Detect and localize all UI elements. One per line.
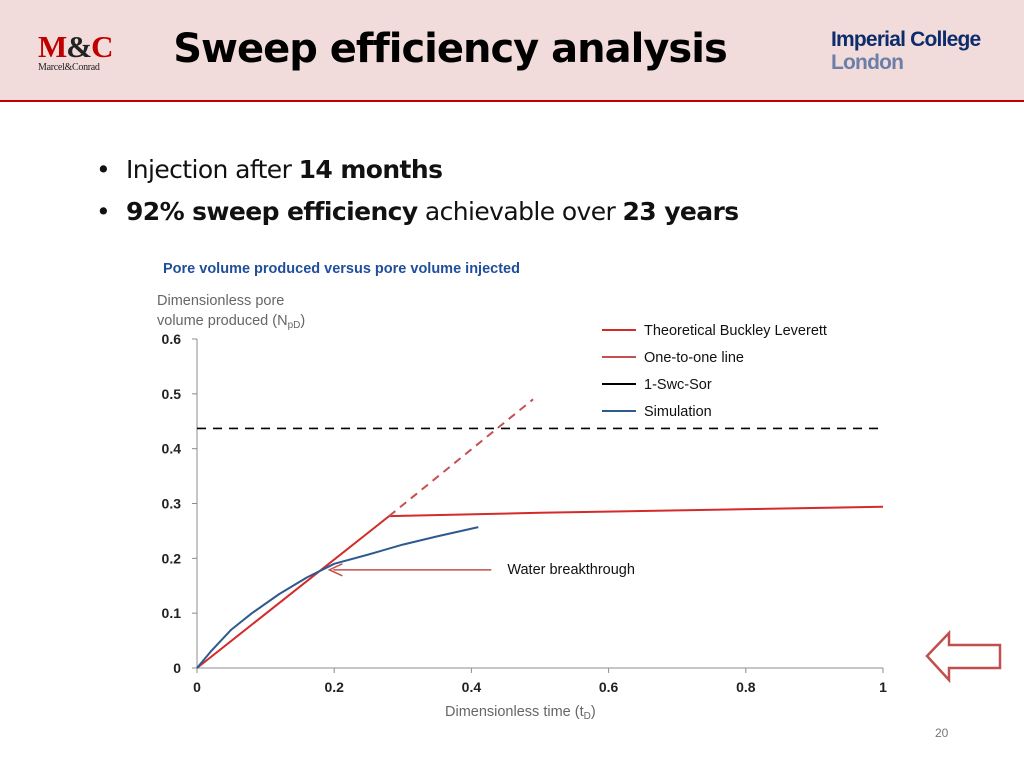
marcel-conrad-logo: M&C Marcel&Conrad — [38, 29, 114, 73]
legend-label: Theoretical Buckley Leverett — [644, 323, 827, 339]
bullet-item: • Injection after 14 months — [96, 155, 443, 184]
page-number: 20 — [935, 726, 949, 740]
x-tick-label: 1 — [879, 679, 887, 695]
chart-title: Pore volume produced versus pore volume … — [163, 261, 520, 277]
annotation-arrow-head — [327, 563, 343, 577]
series-line-2 — [388, 398, 534, 517]
y-tick-label: 0.6 — [162, 331, 182, 347]
y-tick-label: 0.4 — [162, 441, 182, 457]
series-line-4 — [196, 526, 479, 669]
slide-header: M&C Marcel&Conrad Sweep efficiency analy… — [0, 0, 1024, 102]
y-tick-label: 0 — [173, 660, 181, 676]
legend-label: One-to-one line — [644, 350, 744, 366]
y-tick-label: 0.3 — [162, 496, 182, 512]
bullet-item: • 92% sweep efficiency achievable over 23… — [96, 197, 739, 226]
x-tick-label: 0.2 — [324, 679, 344, 695]
x-tick-label: 0.8 — [736, 679, 756, 695]
legend-label: 1-Swc-Sor — [644, 377, 712, 393]
series-line-1 — [196, 505, 884, 669]
y-tick-label: 0.2 — [162, 550, 182, 566]
slide-title: Sweep efficiency analysis — [173, 26, 728, 72]
x-tick-label: 0 — [193, 679, 201, 695]
pore-volume-chart: Pore volume produced versus pore volume … — [157, 261, 887, 722]
y-tick-label: 0.1 — [162, 605, 182, 621]
imperial-college-logo: Imperial College London — [831, 28, 981, 74]
y-tick-label: 0.5 — [162, 386, 182, 402]
x-axis-label: Dimensionless time (tD) — [445, 704, 596, 722]
x-tick-label: 0.6 — [599, 679, 619, 695]
y-axis-label-line2: volume produced (NpD) — [157, 313, 305, 331]
bullet-list: • Injection after 14 months • 92% sweep ef… — [96, 150, 739, 234]
x-tick-label: 0.4 — [462, 679, 482, 695]
annotation-label: Water breakthrough — [507, 562, 635, 578]
back-arrow-icon[interactable] — [924, 630, 1004, 686]
y-axis-label-line1: Dimensionless pore — [157, 293, 284, 309]
legend-label: Simulation — [644, 404, 712, 420]
